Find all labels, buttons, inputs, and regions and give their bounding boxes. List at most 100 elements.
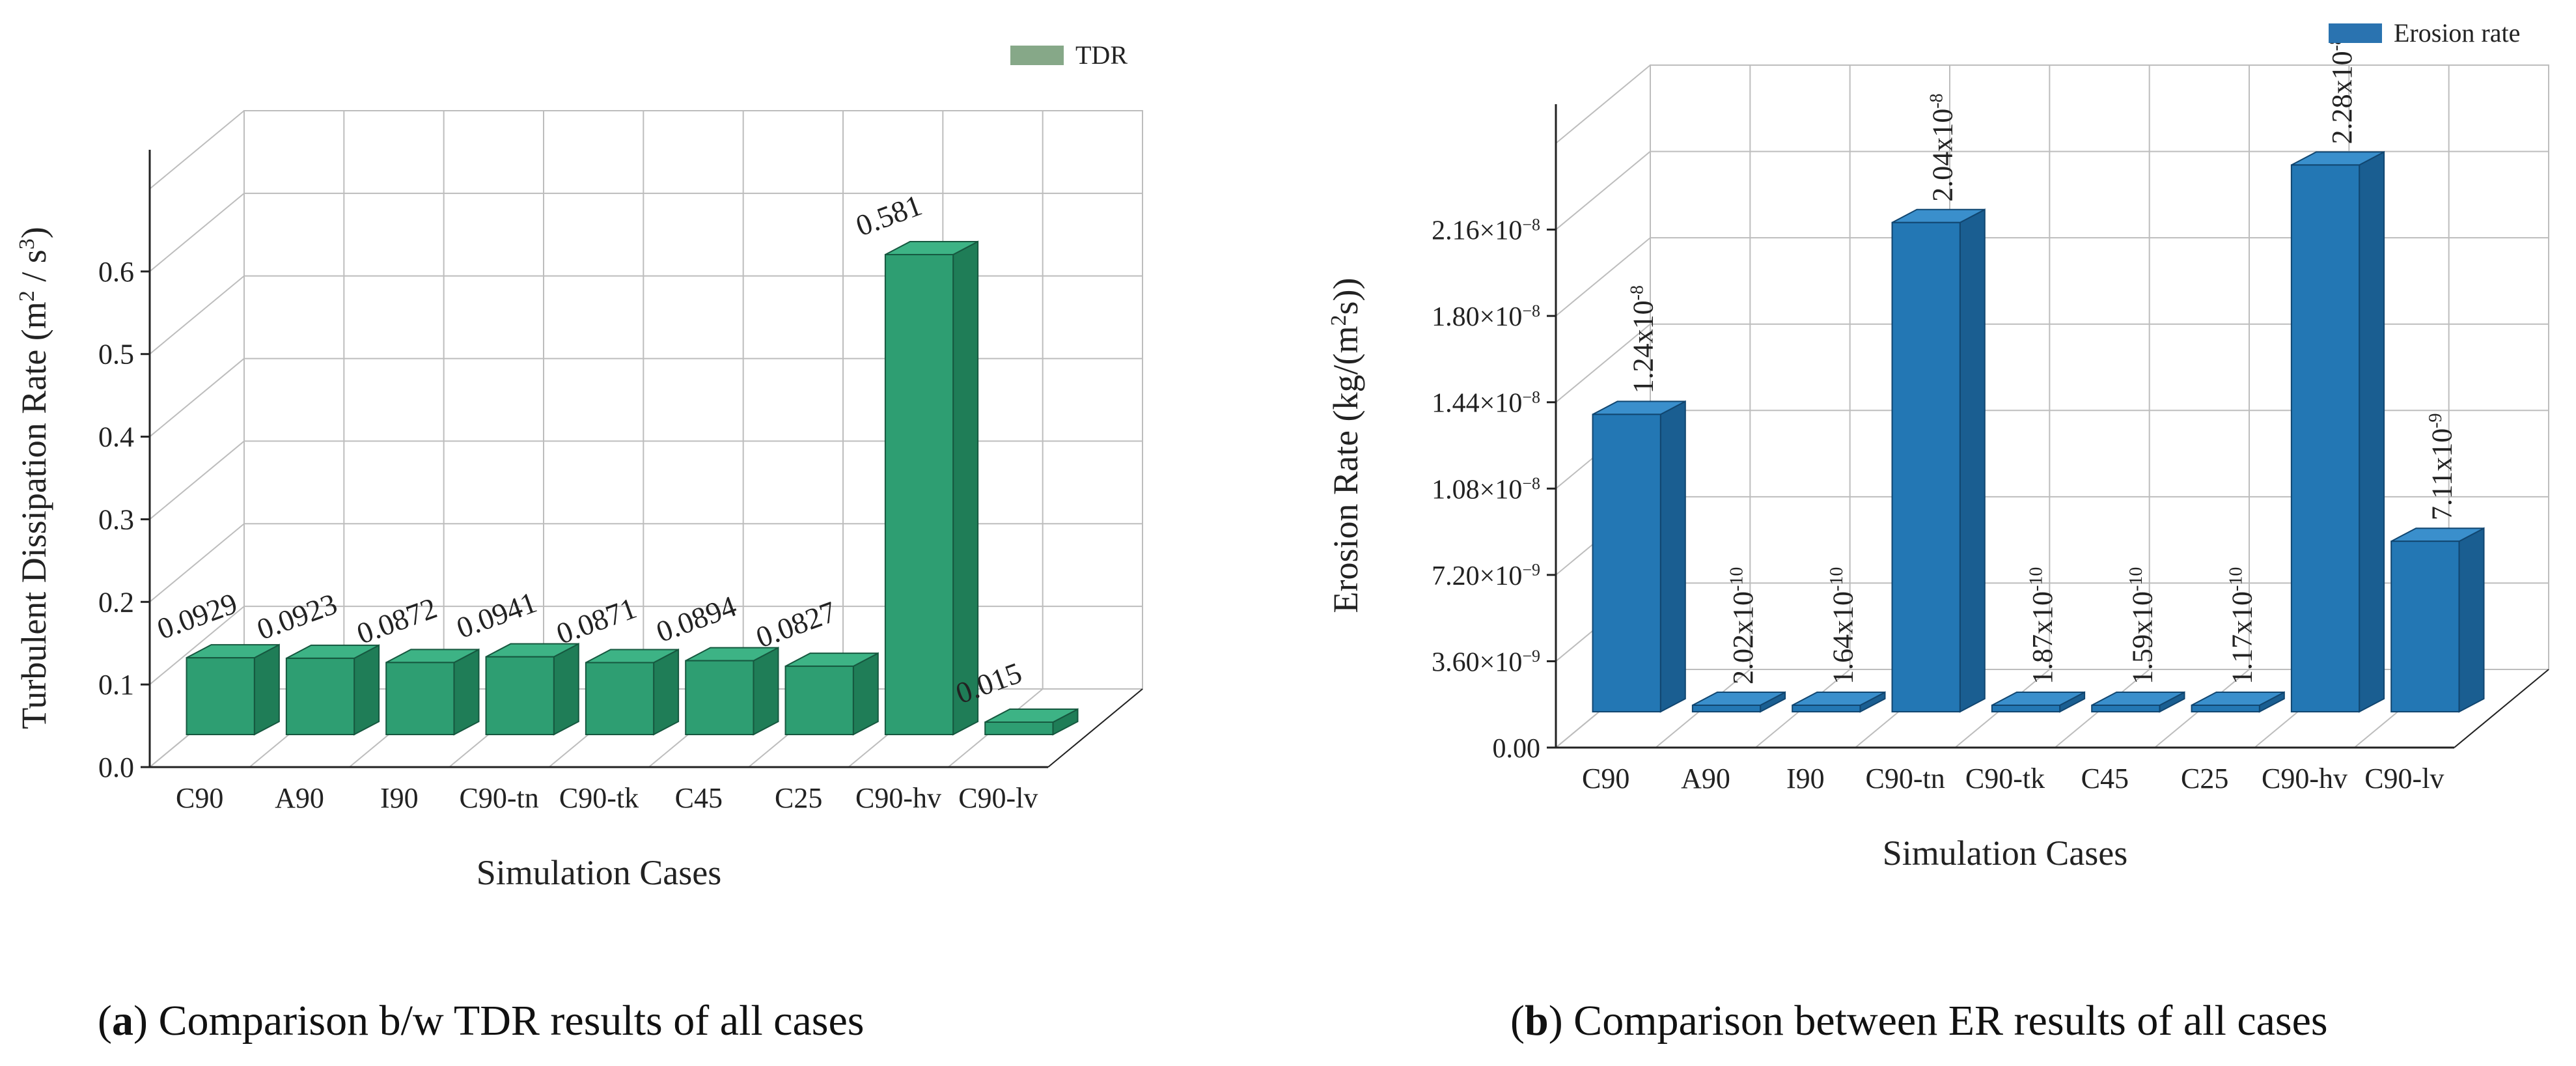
back-wall	[243, 110, 1143, 690]
bar-side	[852, 652, 879, 736]
bar-value-label: 1.59x10-10	[2126, 567, 2158, 684]
bar-front	[2290, 164, 2361, 712]
wall-edge	[149, 110, 245, 189]
floor-edge	[1047, 688, 1143, 768]
x-tick-label: C45	[2081, 763, 2129, 794]
x-tick-label: C90-hv	[2262, 763, 2347, 794]
bar	[385, 648, 480, 736]
bar-value-label: 7.11x10-9	[2426, 413, 2458, 520]
legend: Erosion rate	[2329, 18, 2520, 48]
bar	[685, 646, 779, 736]
bar-side	[1659, 400, 1686, 713]
y-tick-label: 1.80×10−8	[1432, 302, 1540, 332]
bar	[1691, 691, 1786, 713]
x-tick-label: C90-hv	[855, 782, 941, 814]
bar-front	[884, 253, 954, 735]
bar-front	[585, 662, 655, 736]
wall-edge	[1555, 64, 1651, 144]
x-tick-label: A90	[1681, 763, 1730, 794]
grid-line-side	[1555, 237, 1651, 316]
bar-front	[2390, 540, 2460, 713]
bar-front	[385, 662, 455, 735]
chart-tdr: 0.00.10.20.30.40.50.60.0929 0.0923 0.0872 0…	[14, 40, 1143, 892]
bar	[485, 642, 579, 736]
x-tick-label: C25	[2181, 763, 2228, 794]
legend-label: Erosion rate	[2394, 18, 2520, 48]
y-tick-label: 0.3	[98, 503, 134, 535]
bar	[1592, 400, 1686, 713]
bar	[984, 708, 1079, 736]
x-tick-label: C90-lv	[958, 782, 1038, 814]
x-tick-label: C90-tk	[1965, 763, 2045, 794]
bar-front	[984, 721, 1054, 736]
bar-front	[1792, 705, 1861, 712]
bar-front	[1991, 705, 2061, 712]
grid-line-side	[149, 523, 245, 603]
grid-line-side	[149, 193, 245, 272]
bar-front	[1891, 221, 1961, 712]
bar-front	[1691, 705, 1762, 712]
y-tick-label: 0.00	[1493, 734, 1541, 764]
grid-line-side	[149, 275, 245, 355]
bar-front	[1592, 414, 1661, 712]
y-tick-label: 0.4	[98, 421, 134, 453]
bar	[2091, 691, 2185, 713]
bar-front	[186, 657, 255, 736]
bar	[585, 648, 680, 736]
floor-edge	[2454, 669, 2549, 748]
bar-front	[685, 660, 755, 736]
bar-value-label: 1.17x10-10	[2226, 567, 2258, 684]
bar-side	[2458, 527, 2485, 713]
bar	[784, 652, 879, 736]
bar	[1792, 691, 1886, 713]
grid-line-side	[1555, 323, 1651, 403]
x-tick-label: I90	[380, 782, 419, 814]
y-tick-label: 3.60×10−9	[1432, 647, 1540, 677]
bar-value-label: 2.02x10-10	[1727, 567, 1759, 684]
bar-side	[553, 642, 579, 736]
bar-side	[1959, 208, 1986, 713]
bar-value-label: 1.87x10-10	[2027, 567, 2058, 684]
x-tick-label: C90-lv	[2364, 763, 2444, 794]
x-tick-label: C90	[1582, 763, 1629, 794]
legend-label: TDR	[1075, 40, 1128, 70]
bar	[186, 643, 280, 736]
x-tick-label: C25	[775, 782, 822, 814]
bar-front	[285, 657, 355, 735]
x-tick-label: C90-tn	[460, 782, 539, 814]
bar	[285, 644, 380, 736]
y-tick-label: 1.08×10−8	[1432, 474, 1540, 505]
bar-front	[485, 656, 555, 736]
bar-front	[2191, 705, 2260, 712]
bar	[2191, 691, 2285, 713]
bar-side	[2359, 150, 2385, 713]
grid-line-side	[1555, 150, 1651, 231]
y-tick-label: 7.20×10−9	[1432, 561, 1540, 591]
bar-side	[253, 643, 280, 736]
grid-line-side	[149, 606, 245, 685]
caption-b: (b) Comparison between ER results of all…	[1510, 997, 2328, 1045]
bar-side	[653, 648, 680, 736]
grid-line-side	[149, 440, 245, 520]
bar-side	[453, 648, 480, 736]
bar-value-label: 2.04x10-8	[1926, 93, 1958, 201]
y-tick-label: 0.5	[98, 339, 134, 371]
bar-value-label: 1.24x10-8	[1627, 285, 1659, 393]
x-tick-label: C45	[675, 782, 723, 814]
bar	[884, 240, 979, 736]
y-tick-label: 0.2	[98, 586, 134, 618]
bar-value-label: 1.64x10-10	[1827, 567, 1859, 684]
x-tick-label: A90	[275, 782, 324, 814]
y-tick-label: 2.16×10−8	[1432, 215, 1540, 245]
y-tick-label: 0.0	[98, 751, 134, 783]
y-axis-title: Turbulent Dissipation Rate (m2 / s3)	[14, 227, 53, 729]
x-tick-label: C90-tk	[559, 782, 639, 814]
bar-front	[784, 666, 854, 736]
bar-side	[753, 646, 779, 736]
y-tick-label: 0.1	[98, 669, 134, 701]
bar	[2390, 527, 2485, 713]
x-tick-label: I90	[1786, 763, 1825, 794]
bar-value-label: 0.0929	[153, 586, 242, 645]
bar-side	[353, 644, 380, 736]
